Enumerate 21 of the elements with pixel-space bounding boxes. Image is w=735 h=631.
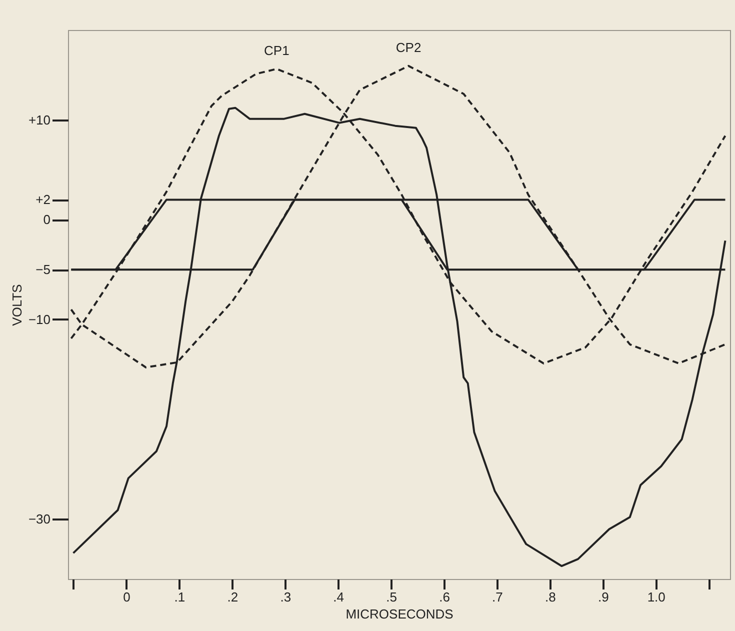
y-tick-label: −5 bbox=[36, 262, 50, 278]
series-label: CP2 bbox=[396, 40, 422, 55]
x-tick-label: .3 bbox=[280, 590, 292, 604]
series-label: CP1 bbox=[264, 42, 290, 58]
x-tick-label: .4 bbox=[333, 590, 344, 604]
x-tick-label: .8 bbox=[545, 590, 556, 604]
x-tick-label: 0 bbox=[123, 590, 130, 604]
x-tick-label: .5 bbox=[386, 590, 397, 604]
x-tick-label: .7 bbox=[492, 590, 503, 604]
y-tick-label: +2 bbox=[36, 192, 50, 208]
x-axis-title: MICROSECONDS bbox=[346, 606, 454, 622]
x-tick-label: .6 bbox=[439, 590, 450, 604]
y-tick-label: 0 bbox=[43, 212, 50, 228]
x-tick-label: .1 bbox=[174, 590, 186, 604]
x-tick-label: .2 bbox=[227, 590, 238, 604]
y-axis-title: VOLTS bbox=[9, 284, 24, 326]
y-tick-label: −10 bbox=[28, 312, 50, 327]
y-tick-label: +10 bbox=[28, 112, 50, 128]
x-tick-label: 1.0 bbox=[647, 590, 666, 604]
y-tick-label: −30 bbox=[28, 512, 50, 527]
x-tick-label: .9 bbox=[598, 590, 609, 604]
